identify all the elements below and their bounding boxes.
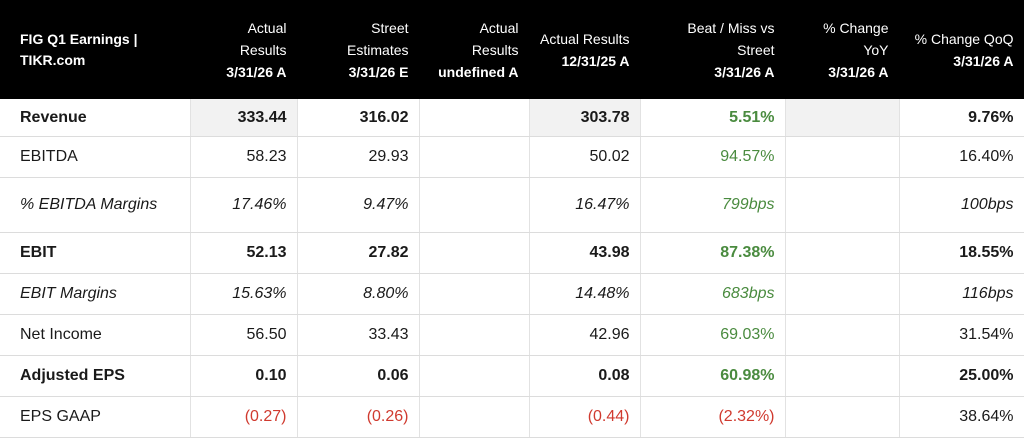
cell-beat-miss: (2.32%) bbox=[640, 396, 786, 438]
cell-estimate: (0.26) bbox=[297, 396, 420, 438]
cell-prior-quarter: (0.44) bbox=[529, 396, 641, 438]
cell-actual-undefined bbox=[419, 99, 530, 137]
cell-estimate: 0.06 bbox=[297, 355, 420, 397]
row-ebit: EBIT 52.13 27.82 43.98 87.38% 18.55% bbox=[0, 232, 1024, 274]
cell-change-yoy bbox=[785, 232, 900, 274]
row-adjusted-eps: Adjusted EPS 0.10 0.06 0.08 60.98% 25.00… bbox=[0, 355, 1024, 397]
cell-estimate: 29.93 bbox=[297, 136, 420, 178]
column-date: 3/31/26 E bbox=[348, 63, 409, 80]
cell-actual-undefined bbox=[419, 314, 530, 356]
column-header-beat-miss: Beat / Miss vs Street 3/31/26 A bbox=[640, 0, 786, 99]
table-title: FIG Q1 Earnings | TIKR.com bbox=[0, 0, 191, 99]
cell-beat-miss: 94.57% bbox=[640, 136, 786, 178]
column-header-change-yoy: % Change YoY 3/31/26 A bbox=[785, 0, 900, 99]
cell-change-yoy bbox=[785, 355, 900, 397]
cell-estimate: 8.80% bbox=[297, 273, 420, 315]
cell-actual-undefined bbox=[419, 232, 530, 274]
row-ebitda-margins: % EBITDA Margins 17.46% 9.47% 16.47% 799… bbox=[0, 177, 1024, 233]
cell-actual-undefined bbox=[419, 396, 530, 438]
column-label: % Change QoQ bbox=[914, 30, 1014, 47]
column-header-street-estimates: Street Estimates 3/31/26 E bbox=[297, 0, 420, 99]
column-date: 3/31/26 A bbox=[714, 63, 775, 80]
column-date: 3/31/26 A bbox=[226, 63, 287, 80]
cell-actual: 56.50 bbox=[190, 314, 298, 356]
row-ebitda: EBITDA 58.23 29.93 50.02 94.57% 16.40% bbox=[0, 136, 1024, 178]
row-label: Adjusted EPS bbox=[0, 355, 191, 397]
row-label: Revenue bbox=[0, 99, 191, 137]
cell-change-yoy bbox=[785, 314, 900, 356]
cell-actual: 58.23 bbox=[190, 136, 298, 178]
row-revenue: Revenue 333.44 316.02 303.78 5.51% 9.76% bbox=[0, 99, 1024, 137]
row-eps-gaap: EPS GAAP (0.27) (0.26) (0.44) (2.32%) 38… bbox=[0, 396, 1024, 438]
cell-beat-miss: 683bps bbox=[640, 273, 786, 315]
cell-change-qoq: 38.64% bbox=[899, 396, 1024, 438]
column-label: Beat / Miss vs Street bbox=[687, 19, 775, 58]
cell-actual: 15.63% bbox=[190, 273, 298, 315]
column-label: Actual Results bbox=[540, 30, 630, 47]
cell-prior-quarter: 42.96 bbox=[529, 314, 641, 356]
row-label: EBIT Margins bbox=[0, 273, 191, 315]
cell-change-qoq: 18.55% bbox=[899, 232, 1024, 274]
cell-estimate: 316.02 bbox=[297, 99, 420, 137]
cell-change-yoy bbox=[785, 99, 900, 137]
cell-change-qoq: 116bps bbox=[899, 273, 1024, 315]
cell-actual-undefined bbox=[419, 273, 530, 315]
row-ebit-margins: EBIT Margins 15.63% 8.80% 14.48% 683bps … bbox=[0, 273, 1024, 315]
cell-change-qoq: 31.54% bbox=[899, 314, 1024, 356]
cell-actual-undefined bbox=[419, 136, 530, 178]
column-label: Actual Results bbox=[471, 19, 519, 58]
column-date: 3/31/26 A bbox=[953, 52, 1014, 69]
cell-change-yoy bbox=[785, 396, 900, 438]
column-date: undefined A bbox=[438, 63, 519, 80]
cell-actual: 333.44 bbox=[190, 99, 298, 137]
column-header-actual-results-undefined: Actual Results undefined A bbox=[419, 0, 530, 99]
cell-estimate: 27.82 bbox=[297, 232, 420, 274]
cell-actual: 52.13 bbox=[190, 232, 298, 274]
cell-change-yoy bbox=[785, 136, 900, 178]
cell-actual-undefined bbox=[419, 355, 530, 397]
column-date: 12/31/25 A bbox=[561, 52, 630, 69]
cell-beat-miss: 5.51% bbox=[640, 99, 786, 137]
cell-change-yoy bbox=[785, 177, 900, 233]
column-label: Street Estimates bbox=[347, 19, 409, 58]
row-label: Net Income bbox=[0, 314, 191, 356]
cell-beat-miss: 87.38% bbox=[640, 232, 786, 274]
row-label: EBIT bbox=[0, 232, 191, 274]
cell-prior-quarter: 16.47% bbox=[529, 177, 641, 233]
row-label: % EBITDA Margins bbox=[0, 177, 191, 233]
cell-beat-miss: 799bps bbox=[640, 177, 786, 233]
row-label: EBITDA bbox=[0, 136, 191, 178]
row-net-income: Net Income 56.50 33.43 42.96 69.03% 31.5… bbox=[0, 314, 1024, 356]
cell-beat-miss: 69.03% bbox=[640, 314, 786, 356]
cell-prior-quarter: 0.08 bbox=[529, 355, 641, 397]
cell-actual: (0.27) bbox=[190, 396, 298, 438]
cell-actual: 0.10 bbox=[190, 355, 298, 397]
cell-change-qoq: 16.40% bbox=[899, 136, 1024, 178]
cell-change-qoq: 25.00% bbox=[899, 355, 1024, 397]
row-label: EPS GAAP bbox=[0, 396, 191, 438]
column-header-actual-results-q1: Actual Results 3/31/26 A bbox=[190, 0, 298, 99]
cell-change-qoq: 9.76% bbox=[899, 99, 1024, 137]
cell-prior-quarter: 14.48% bbox=[529, 273, 641, 315]
cell-actual-undefined bbox=[419, 177, 530, 233]
cell-prior-quarter: 303.78 bbox=[529, 99, 641, 137]
header-row: FIG Q1 Earnings | TIKR.com Actual Result… bbox=[0, 0, 1024, 99]
column-label: Actual Results bbox=[239, 19, 287, 58]
cell-estimate: 9.47% bbox=[297, 177, 420, 233]
cell-change-qoq: 100bps bbox=[899, 177, 1024, 233]
cell-actual: 17.46% bbox=[190, 177, 298, 233]
column-date: 3/31/26 A bbox=[828, 63, 889, 80]
cell-prior-quarter: 50.02 bbox=[529, 136, 641, 178]
cell-beat-miss: 60.98% bbox=[640, 355, 786, 397]
column-label: % Change YoY bbox=[823, 19, 889, 58]
column-header-actual-results-q4: Actual Results 12/31/25 A bbox=[529, 0, 641, 99]
cell-estimate: 33.43 bbox=[297, 314, 420, 356]
cell-prior-quarter: 43.98 bbox=[529, 232, 641, 274]
cell-change-yoy bbox=[785, 273, 900, 315]
column-header-change-qoq: % Change QoQ 3/31/26 A bbox=[899, 0, 1024, 99]
